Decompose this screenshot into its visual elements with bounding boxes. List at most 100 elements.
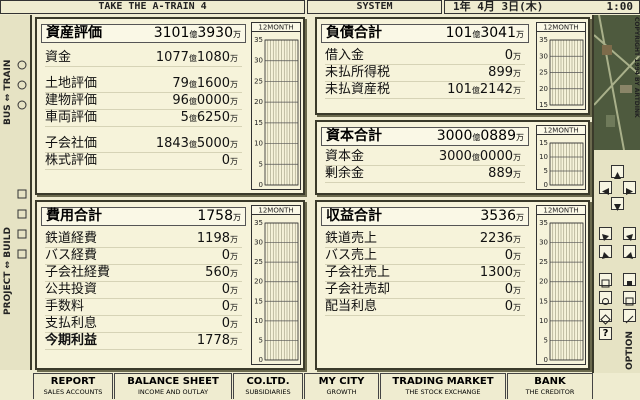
menu-tab[interactable]: BALANCE SHEET INCOME AND OUTLAY — [114, 373, 232, 399]
digits: 1600 — [196, 76, 230, 91]
chart-label: 12MONTH — [543, 127, 578, 135]
chart-tick-label: 5 — [259, 336, 263, 344]
chart-tick-label: 0 — [544, 181, 548, 189]
bus-train-tab[interactable]: BUS ⇔ TRAIN — [3, 59, 13, 125]
menu-tab[interactable]: TRADING MARKET THE STOCK EXCHANGE — [380, 373, 506, 399]
project-build-tab[interactable]: PROJECT ⇔ BUILD — [3, 227, 13, 315]
unit: 万 — [513, 235, 521, 244]
chart-header — [536, 125, 586, 135]
unit: 万 — [230, 140, 238, 149]
chart-label: 12MONTH — [543, 24, 578, 32]
tool-slash[interactable] — [623, 309, 636, 324]
unit: 万 — [230, 54, 238, 63]
row: 子会社価 1843億5000万 — [45, 135, 242, 153]
row-label: 手数料 — [45, 299, 85, 314]
row-value: 1198万 — [197, 230, 238, 248]
row: 車両評価 5億6250万 — [45, 109, 242, 127]
unit: 万 — [230, 114, 238, 123]
month-chart: 12MONTH 35 30 25 20 15 — [536, 22, 586, 110]
tool-window[interactable] — [599, 273, 612, 288]
scroll-down[interactable] — [611, 197, 624, 211]
row-label: 配当利息 — [325, 299, 378, 314]
chart-tick-label: 20 — [254, 98, 263, 106]
panel-total: 1758万 — [197, 208, 241, 226]
row: 支払利息 0万 — [45, 315, 242, 333]
copyright: COPYRIGHT 1994 BY ARTDINK — [633, 17, 640, 118]
rotate-ne[interactable] — [623, 227, 636, 241]
digits: 0 — [221, 282, 230, 297]
row: 株式評価 0万 — [45, 152, 242, 170]
row-value: 0万 — [505, 298, 521, 316]
chart-tick-label: 0 — [259, 181, 263, 189]
unit: 万 — [516, 30, 524, 39]
chart-tick-label: 15 — [539, 101, 548, 109]
row-value: 79億1600万 — [172, 75, 238, 93]
digits: 1758 — [197, 208, 233, 224]
chart-tick-label: 30 — [254, 57, 263, 65]
digits: 1077 — [155, 50, 189, 65]
tool-zoom[interactable] — [623, 291, 636, 306]
option-tab[interactable]: OPTION — [625, 331, 635, 370]
digits: 0 — [504, 299, 513, 314]
chart-tick-label: 25 — [539, 258, 548, 266]
month-chart: 12MONTH 15 10 5 0 — [536, 125, 586, 190]
chart-tick-label: 25 — [254, 258, 263, 266]
menu-tab[interactable]: REPORT SALES ACCOUNTS — [33, 373, 113, 399]
chart-plot-border — [549, 222, 584, 361]
chart-label: 12MONTH — [543, 207, 578, 215]
chart-tick-label: 25 — [539, 69, 548, 77]
scroll-up[interactable] — [611, 165, 624, 179]
chart-tick-label: 30 — [254, 239, 263, 247]
chart-label: 12MONTH — [258, 207, 293, 215]
row: 手数料 0万 — [45, 298, 242, 316]
system-menu[interactable]: SYSTEM — [307, 0, 442, 14]
scroll-left[interactable] — [599, 181, 612, 195]
row-value: 5億6250万 — [181, 109, 238, 127]
panel: 負債合計 101億3041万 借入金 0万 未払所得税 899万 未払資産税 101億2142… — [315, 17, 590, 115]
panel-total: 101億3041万 — [446, 25, 524, 43]
tool-layer[interactable] — [623, 273, 636, 286]
digits: 560 — [205, 265, 230, 280]
scroll-right[interactable] — [623, 181, 636, 195]
digits: 0000 — [479, 149, 513, 164]
unit: 万 — [513, 69, 521, 78]
row: 今期利益 1778万 — [45, 332, 242, 350]
rotate-nw[interactable] — [599, 227, 612, 241]
row-value: 0万 — [222, 152, 238, 170]
panel-title: 資本合計 3000億0889万 — [321, 127, 529, 146]
row-label: 建物評価 — [45, 93, 98, 108]
menu-tab[interactable]: CO.LTD. SUBSIDIARIES — [233, 373, 303, 399]
row: 鉄道経費 1198万 — [45, 230, 242, 248]
menu-sub: THE CREDITOR — [525, 388, 575, 396]
row: 土地評価 79億1600万 — [45, 75, 242, 93]
unit: 万 — [516, 213, 524, 222]
row-label: 子会社売上 — [325, 265, 391, 280]
menu-tab[interactable]: BANK THE CREDITOR — [507, 373, 593, 399]
chart-plot-border — [264, 39, 299, 186]
row: 建物評価 96億0000万 — [45, 92, 242, 110]
chart-tick-label: 10 — [254, 317, 263, 325]
row-value: 899万 — [488, 64, 521, 82]
unit: 万 — [230, 286, 238, 295]
digits: 3536 — [480, 208, 516, 224]
digits: 1198 — [196, 231, 230, 246]
unit: 万 — [513, 286, 521, 295]
help-button[interactable]: ? — [599, 327, 612, 340]
rotate-se[interactable] — [623, 245, 636, 259]
menu-tab[interactable]: MY CITY GROWTH — [304, 373, 379, 399]
row-label: 土地評価 — [45, 76, 98, 91]
unit: 億 — [472, 133, 481, 142]
row-label: 鉄道経費 — [45, 231, 98, 246]
chart-tick-label: 20 — [254, 278, 263, 286]
row-label: 資金 — [45, 50, 72, 65]
unit: 万 — [513, 252, 521, 261]
panel-total: 3101億3930万 — [154, 25, 241, 43]
unit: 万 — [513, 269, 521, 278]
chart-tick-label: 25 — [254, 77, 263, 85]
chart-tick-label: 35 — [254, 219, 263, 227]
row-label: 公共投資 — [45, 282, 98, 297]
rotate-sw[interactable] — [599, 245, 612, 259]
tool-view[interactable] — [599, 309, 612, 325]
chart-tick-label: 15 — [254, 119, 263, 127]
tool-rotate[interactable] — [599, 291, 612, 305]
